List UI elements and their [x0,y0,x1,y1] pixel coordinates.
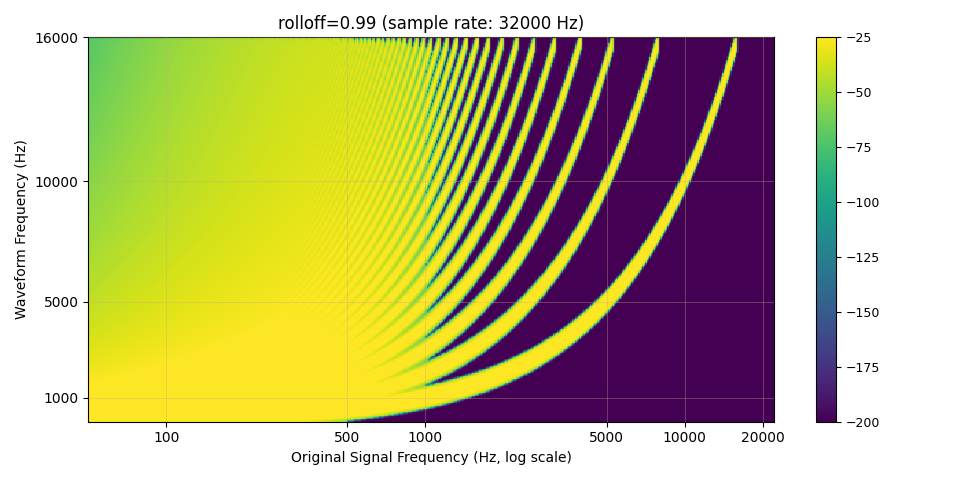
X-axis label: Original Signal Frequency (Hz, log scale): Original Signal Frequency (Hz, log scale… [291,451,571,465]
Y-axis label: Waveform Frequency (Hz): Waveform Frequency (Hz) [15,140,29,320]
Title: rolloff=0.99 (sample rate: 32000 Hz): rolloff=0.99 (sample rate: 32000 Hz) [277,15,584,33]
